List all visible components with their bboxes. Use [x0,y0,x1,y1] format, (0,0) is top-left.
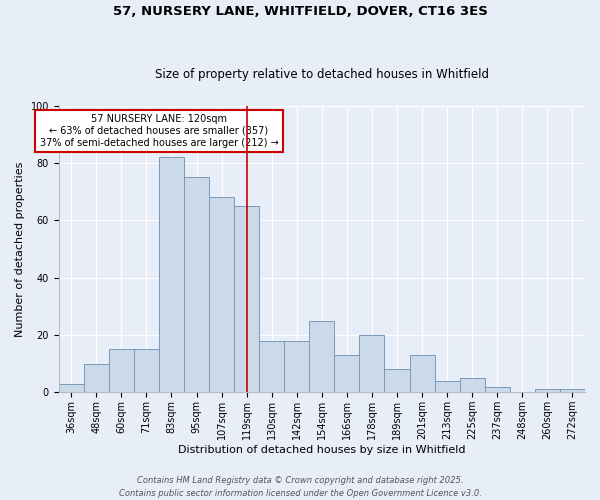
Bar [184,178,209,392]
Bar [284,340,309,392]
Bar [259,340,284,392]
Bar [209,198,234,392]
Bar [434,381,460,392]
Bar [59,384,84,392]
Bar [134,350,159,393]
Bar [334,355,359,393]
Bar [159,158,184,392]
Bar [385,370,410,392]
Bar [535,390,560,392]
Bar [560,390,585,392]
Bar [109,350,134,393]
Bar [460,378,485,392]
Bar [309,320,334,392]
Title: Size of property relative to detached houses in Whitfield: Size of property relative to detached ho… [155,68,489,81]
Y-axis label: Number of detached properties: Number of detached properties [15,162,25,336]
Text: Contains HM Land Registry data © Crown copyright and database right 2025.
Contai: Contains HM Land Registry data © Crown c… [119,476,481,498]
Text: 57, NURSERY LANE, WHITFIELD, DOVER, CT16 3ES: 57, NURSERY LANE, WHITFIELD, DOVER, CT16… [113,5,487,18]
Text: 57 NURSERY LANE: 120sqm
← 63% of detached houses are smaller (357)
37% of semi-d: 57 NURSERY LANE: 120sqm ← 63% of detache… [40,114,278,148]
Bar [84,364,109,392]
Bar [485,386,510,392]
Bar [410,355,434,393]
Bar [234,206,259,392]
Bar [359,335,385,392]
X-axis label: Distribution of detached houses by size in Whitfield: Distribution of detached houses by size … [178,445,466,455]
